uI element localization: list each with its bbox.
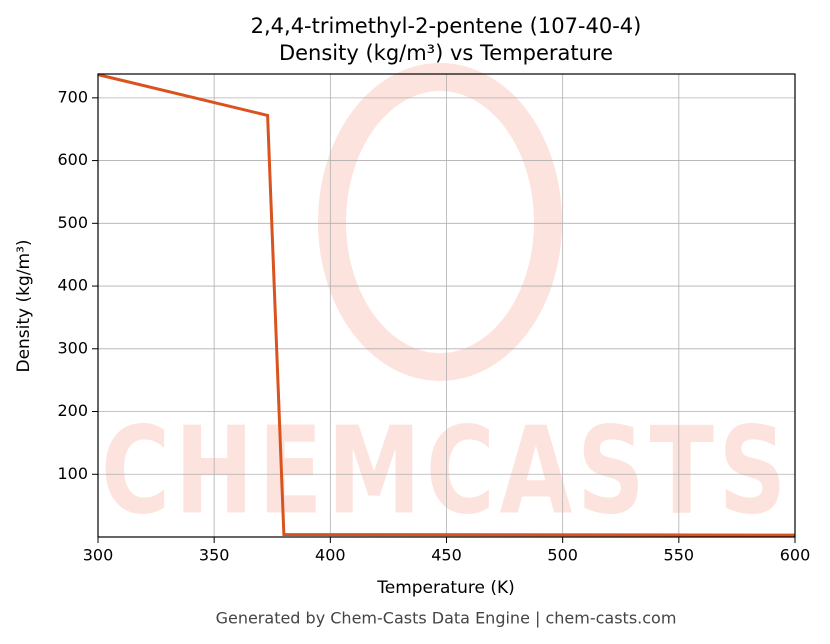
x-tick-label: 400 bbox=[315, 546, 346, 565]
chart-subtitle: Density (kg/m³) vs Temperature bbox=[279, 41, 613, 65]
plot-frame bbox=[97, 73, 796, 538]
y-tick-label: 300 bbox=[57, 338, 88, 357]
x-tick-label: 450 bbox=[431, 546, 462, 565]
x-tick-label: 600 bbox=[780, 546, 811, 565]
y-tick-label: 500 bbox=[57, 213, 88, 232]
y-tick-label: 400 bbox=[57, 276, 88, 295]
watermark: CHEMCASTS bbox=[101, 403, 791, 542]
x-tick-label: 300 bbox=[83, 546, 114, 565]
y-tick-label: 200 bbox=[57, 401, 88, 420]
y-tick-label: 600 bbox=[57, 150, 88, 169]
y-tick-label: 100 bbox=[57, 464, 88, 483]
x-tick-label: 350 bbox=[199, 546, 230, 565]
chart-title: 2,4,4-trimethyl-2-pentene (107-40-4) bbox=[251, 14, 642, 38]
y-tick-label: 700 bbox=[57, 87, 88, 106]
y-axis-label: Density (kg/m³) bbox=[14, 239, 34, 372]
x-axis-label: Temperature (K) bbox=[376, 578, 515, 598]
x-tick-label: 550 bbox=[664, 546, 695, 565]
footer: Generated by Chem-Casts Data Engine | ch… bbox=[216, 609, 677, 628]
x-tick-label: 500 bbox=[547, 546, 578, 565]
data-line bbox=[97, 73, 796, 537]
watermark-logo bbox=[318, 63, 562, 381]
